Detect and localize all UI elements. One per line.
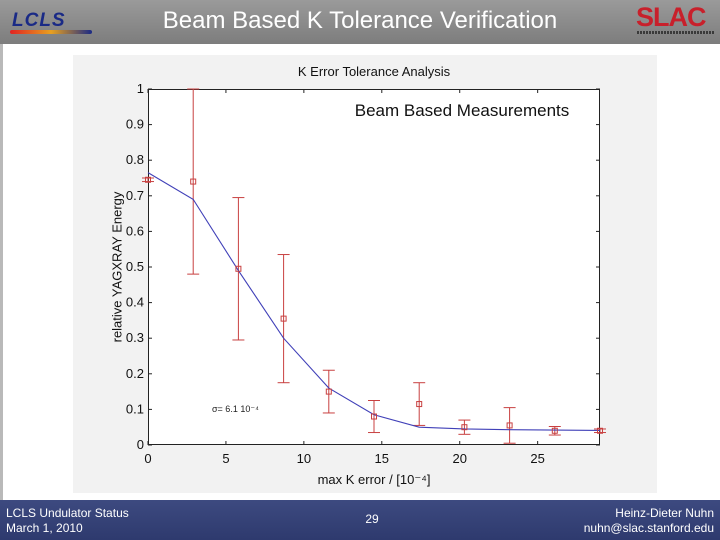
model-layer	[147, 172, 601, 431]
data-point	[461, 424, 468, 431]
footer-date: March 1, 2010	[6, 521, 83, 535]
slide-title: Beam Based K Tolerance Verification	[162, 7, 558, 34]
data-point	[280, 315, 287, 322]
data-point	[506, 422, 513, 429]
data-point	[416, 401, 423, 408]
y-tick-label: 0.9	[126, 117, 144, 132]
y-tick-label: 0.4	[126, 295, 144, 310]
chart-subtitle: Beam Based Measurements	[328, 101, 596, 121]
y-tick-label: 0.7	[126, 188, 144, 203]
data-point	[371, 413, 377, 420]
x-tick-label: 25	[530, 451, 544, 466]
data-point	[190, 178, 197, 185]
left-accent-bar	[0, 44, 3, 500]
chart-title: K Error Tolerance Analysis	[297, 64, 451, 79]
tick-layer: 00.10.20.30.40.50.60.70.80.910 5 10 15 20 25	[126, 81, 600, 466]
y-tick-label: 0.3	[126, 330, 144, 345]
plot-area	[148, 89, 600, 445]
footer-right: Heinz-Dieter Nuhn nuhn@slac.stanford.edu	[584, 506, 714, 536]
slide-header: LCLS Beam Based K Tolerance Verification…	[0, 0, 720, 44]
page-number: 29	[365, 512, 379, 526]
slac-logo-text: SLAC	[636, 2, 706, 32]
y-tick-label: 0.6	[126, 223, 144, 238]
x-tick-label: 10	[297, 451, 311, 466]
lcls-logo-text: LCLS	[12, 10, 66, 31]
y-tick-label: 0.1	[126, 401, 144, 416]
data-point	[145, 176, 151, 183]
x-tick-label: 0	[144, 451, 151, 466]
errorbar-layer	[142, 88, 606, 444]
slide-footer: LCLS Undulator Status March 1, 2010 29 H…	[0, 500, 720, 540]
lcls-logo: LCLS	[10, 8, 92, 36]
y-tick-label: 1	[137, 81, 144, 96]
slac-logo-subtext	[637, 31, 715, 34]
data-point	[597, 427, 603, 434]
model-line	[147, 172, 601, 431]
footer-event: LCLS Undulator Status	[6, 506, 129, 520]
x-tick-label: 20	[452, 451, 466, 466]
x-tick-label: 5	[222, 451, 229, 466]
footer-email: nuhn@slac.stanford.edu	[583, 521, 714, 535]
marker-layer	[145, 176, 603, 434]
y-tick-label: 0.5	[126, 259, 144, 274]
data-point	[325, 388, 332, 395]
y-axis-label: relative YAGXRAY Energy	[109, 191, 125, 343]
footer-left: LCLS Undulator Status March 1, 2010	[6, 506, 129, 536]
data-point	[235, 265, 242, 272]
lcls-logo-swoosh	[10, 30, 92, 34]
x-axis-label: max K error / [10⁻⁴]	[317, 472, 431, 487]
x-tick-label: 15	[375, 451, 389, 466]
y-tick-label: 0	[137, 437, 144, 452]
data-point	[551, 427, 558, 434]
slac-logo: SLAC	[636, 2, 716, 38]
y-tick-label: 0.2	[126, 366, 144, 381]
footer-author: Heinz-Dieter Nuhn	[615, 506, 714, 520]
sigma-annotation: σ= 6.1 10⁻⁴	[212, 404, 259, 414]
y-tick-label: 0.8	[126, 152, 144, 167]
